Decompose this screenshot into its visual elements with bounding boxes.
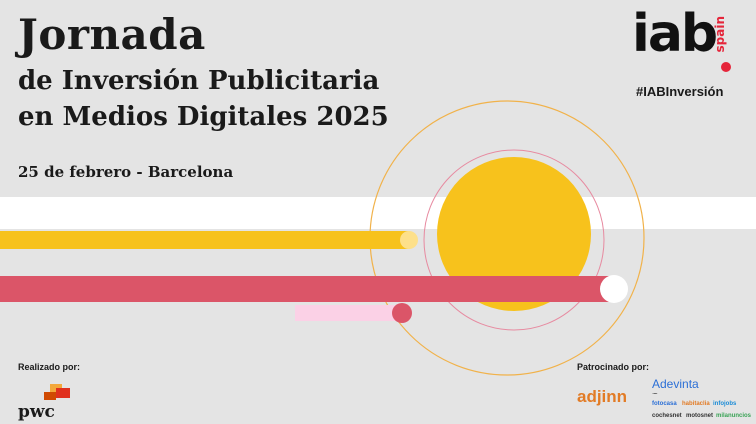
- sponsored-label: Patrocinado por:: [577, 362, 650, 372]
- pink-ring: [423, 149, 605, 331]
- made-by-label: Realizado por:: [18, 362, 81, 372]
- adevinta-dots: ....: [652, 387, 658, 396]
- page-title: Jornada: [18, 10, 206, 59]
- subtitle-line-2: en Medios Digitales 2025: [18, 102, 389, 132]
- brand-habitaclia: habitaclia: [682, 401, 710, 407]
- yellow-band-end: [400, 231, 418, 249]
- brand-cochesnet: cochesnet: [652, 413, 682, 419]
- pwc-logo-text: pwc: [18, 402, 55, 422]
- iab-logo-text: iab: [632, 4, 718, 64]
- adevinta-logo: Adevinta: [652, 377, 699, 391]
- subtitle-line-1: de Inversión Publicitaria: [18, 66, 380, 96]
- date-location: 25 de febrero - Barcelona: [18, 163, 234, 181]
- adjinn-logo: adjinn: [577, 387, 628, 406]
- iab-logo-subtext: spain: [713, 16, 727, 53]
- brand-infojobs: infojobs: [713, 401, 737, 407]
- red-band: [0, 276, 614, 302]
- red-dot: [392, 303, 412, 323]
- hashtag: #IABInversión: [636, 84, 724, 99]
- iab-logo-dot: [721, 62, 731, 72]
- brand-fotocasa: fotocasa: [652, 401, 677, 407]
- white-dot: [600, 275, 628, 303]
- yellow-band: [0, 231, 410, 249]
- white-band: [0, 197, 756, 229]
- pwc-logo: pwc: [18, 384, 78, 424]
- brand-milanuncios: milanuncios: [716, 413, 752, 419]
- brand-motosnet: motosnet: [686, 413, 713, 419]
- pwc-logo-mark: [44, 384, 70, 400]
- yellow-sun: [437, 157, 591, 311]
- iab-spain-logo: iab spain: [632, 8, 738, 76]
- pink-band: [295, 305, 403, 321]
